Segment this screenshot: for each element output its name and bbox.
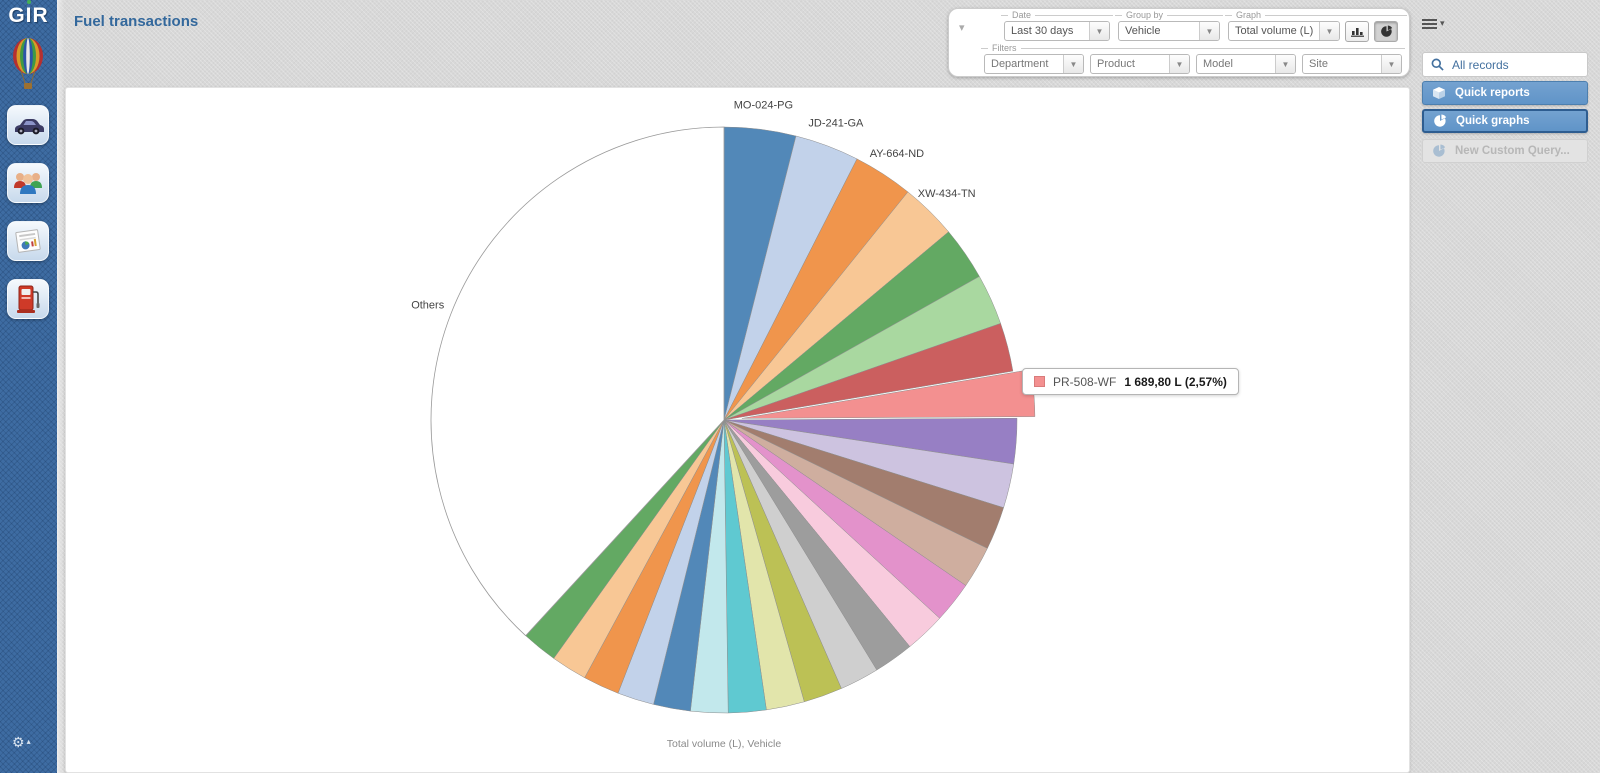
model-select[interactable]: Model ▼	[1196, 54, 1296, 74]
tooltip-swatch	[1034, 376, 1045, 387]
records-search[interactable]: All records	[1422, 52, 1588, 77]
fieldset-date: Date Last 30 days ▼	[1001, 10, 1113, 42]
pie-chart-icon	[1433, 144, 1446, 157]
fieldset-graph: Graph Total volume (L) ▼	[1225, 10, 1407, 42]
settings-gear[interactable]: ⚙ ▴	[12, 734, 31, 751]
filter-panel: ▾ Date Last 30 days ▼ Group by Vehicle ▼…	[948, 8, 1410, 77]
left-sidebar: GIR	[0, 0, 57, 773]
site-select[interactable]: Site ▼	[1302, 54, 1402, 74]
chart-footer: Total volume (L), Vehicle	[666, 738, 782, 750]
pie-slice-7[interactable]	[723, 323, 1014, 421]
caret-up-icon: ▴	[26, 737, 31, 746]
pie-chart-icon	[1380, 25, 1392, 37]
pie-chart-icon	[1434, 114, 1447, 127]
chevron-down-icon[interactable]: ▼	[1319, 22, 1339, 40]
sidebar-item-reports[interactable]	[7, 221, 49, 261]
pie-slice-label: MO-024-PG	[734, 99, 793, 111]
sidebar-edge-highlight	[57, 0, 64, 773]
slice-tooltip: PR-508-WF 1 689,80 L (2,57%)	[1022, 368, 1239, 395]
bar-chart-toggle[interactable]	[1345, 21, 1369, 42]
gear-icon: ⚙	[12, 734, 25, 750]
product-select[interactable]: Product ▼	[1090, 54, 1190, 74]
chevron-down-icon: ▾	[1440, 18, 1445, 29]
reports-icon	[15, 229, 41, 253]
pie-slice-Others[interactable]	[430, 126, 725, 637]
drivers-icon	[14, 173, 42, 194]
quick-reports-button[interactable]: Quick reports	[1422, 81, 1588, 105]
page-title: Fuel transactions	[74, 13, 199, 30]
search-icon	[1431, 58, 1444, 71]
hamburger-icon	[1422, 17, 1437, 31]
group-by-select[interactable]: Vehicle ▼	[1118, 21, 1220, 41]
chevron-down-icon[interactable]: ▼	[1089, 22, 1109, 40]
pie-chart-svg: MO-024-PG JD-241-GA AY-664-ND XW-434-TN Othe…	[411, 99, 1036, 714]
chevron-down-icon[interactable]: ▼	[1275, 55, 1295, 73]
pie-slice-label: Others	[411, 300, 445, 312]
cube-icon	[1433, 87, 1445, 99]
pie-chart-toggle[interactable]	[1374, 21, 1398, 42]
bar-chart-icon	[1350, 28, 1364, 37]
date-select[interactable]: Last 30 days ▼	[1004, 21, 1110, 41]
fieldset-filters: Filters Department ▼ Product ▼ Model ▼	[981, 43, 1405, 74]
chevron-down-icon[interactable]: ▼	[1381, 55, 1401, 73]
panel-collapse-caret-icon[interactable]: ▾	[959, 22, 965, 34]
quick-graphs-button[interactable]: Quick graphs	[1422, 109, 1588, 133]
graph-metric-select[interactable]: Total volume (L) ▼	[1228, 21, 1340, 41]
new-custom-query-button[interactable]: New Custom Query...	[1422, 139, 1588, 163]
sidebar-item-fuel[interactable]	[7, 279, 49, 319]
chevron-down-icon[interactable]: ▼	[1169, 55, 1189, 73]
tooltip-label: PR-508-WF	[1053, 374, 1117, 389]
sidebar-item-drivers[interactable]	[7, 163, 49, 203]
chevron-down-icon[interactable]: ▼	[1199, 22, 1219, 40]
chart-area: MO-024-PG JD-241-GA AY-664-ND XW-434-TN Othe…	[65, 87, 1410, 773]
app-logo[interactable]: GIR	[8, 4, 49, 27]
chevron-down-icon[interactable]: ▼	[1063, 55, 1083, 73]
department-select[interactable]: Department ▼	[984, 54, 1084, 74]
pie-slice-label: JD-241-GA	[808, 117, 864, 129]
vehicle-icon	[15, 119, 44, 135]
fieldset-group-by: Group by Vehicle ▼	[1115, 10, 1223, 42]
fuel-pump-icon	[17, 285, 40, 313]
pie-slice-label: AY-664-ND	[870, 148, 924, 160]
sidebar-item-vehicles[interactable]	[7, 105, 49, 145]
menu-button[interactable]: ▾	[1422, 15, 1445, 33]
balloon-icon	[13, 38, 43, 89]
tooltip-value: 1 689,80 L (2,57%)	[1124, 374, 1227, 389]
pie-slice-label: XW-434-TN	[918, 188, 976, 200]
